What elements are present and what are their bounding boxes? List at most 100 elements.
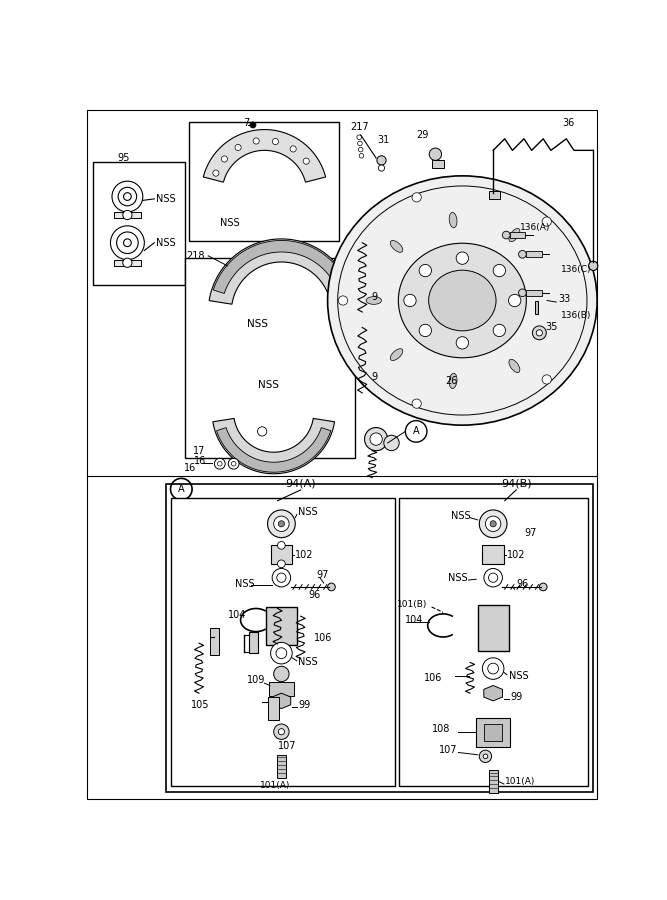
Text: 102: 102 <box>507 550 526 560</box>
Circle shape <box>482 658 504 680</box>
Bar <box>510 232 526 239</box>
Ellipse shape <box>429 270 496 331</box>
Text: 97: 97 <box>524 528 536 538</box>
Circle shape <box>412 193 422 202</box>
Circle shape <box>123 238 131 247</box>
Bar <box>432 160 444 168</box>
Circle shape <box>486 516 501 532</box>
Text: 33: 33 <box>558 294 570 304</box>
Circle shape <box>277 560 285 568</box>
Text: 96: 96 <box>308 590 321 600</box>
Text: 99: 99 <box>298 700 311 710</box>
Text: NSS: NSS <box>235 579 255 589</box>
Ellipse shape <box>509 229 520 242</box>
Circle shape <box>358 141 362 146</box>
Text: 107: 107 <box>277 741 296 751</box>
Circle shape <box>419 324 432 337</box>
Text: 16: 16 <box>183 464 196 473</box>
Polygon shape <box>217 428 331 473</box>
Text: 102: 102 <box>295 550 313 560</box>
Circle shape <box>273 724 289 740</box>
Text: NSS: NSS <box>298 657 318 668</box>
Circle shape <box>370 433 382 446</box>
Ellipse shape <box>327 176 597 425</box>
Circle shape <box>221 156 227 162</box>
Circle shape <box>518 250 526 258</box>
Circle shape <box>540 583 547 590</box>
Text: 106: 106 <box>313 633 332 643</box>
Text: 26: 26 <box>446 376 458 386</box>
Circle shape <box>123 193 131 201</box>
Text: 29: 29 <box>416 130 428 140</box>
Text: NSS: NSS <box>247 319 267 328</box>
Circle shape <box>493 324 506 337</box>
Circle shape <box>290 146 296 152</box>
Text: 95: 95 <box>117 153 130 163</box>
Polygon shape <box>272 693 291 708</box>
Text: 9: 9 <box>372 292 378 302</box>
Circle shape <box>484 569 502 587</box>
Circle shape <box>542 217 552 226</box>
Circle shape <box>502 231 510 239</box>
Text: NSS: NSS <box>258 380 279 391</box>
Circle shape <box>272 569 291 587</box>
Text: 104: 104 <box>227 609 246 620</box>
Text: 218: 218 <box>187 251 205 261</box>
Text: 136(A): 136(A) <box>520 223 550 232</box>
Circle shape <box>365 428 388 451</box>
Circle shape <box>419 265 432 276</box>
Text: A: A <box>413 427 420 436</box>
Text: NSS: NSS <box>451 511 470 521</box>
Circle shape <box>358 148 363 152</box>
Circle shape <box>532 326 546 340</box>
Circle shape <box>327 583 336 590</box>
Bar <box>266 607 297 645</box>
Circle shape <box>253 138 259 144</box>
Circle shape <box>273 516 289 532</box>
Text: 101(A): 101(A) <box>260 781 290 790</box>
Circle shape <box>123 258 132 267</box>
Circle shape <box>228 458 239 469</box>
Ellipse shape <box>366 297 382 304</box>
Bar <box>113 212 141 218</box>
Circle shape <box>273 666 289 681</box>
Circle shape <box>480 510 507 537</box>
Text: 35: 35 <box>546 322 558 332</box>
Circle shape <box>430 148 442 160</box>
Bar <box>189 122 339 241</box>
Circle shape <box>277 542 285 549</box>
Bar <box>271 545 292 563</box>
Text: 16: 16 <box>194 455 207 465</box>
Bar <box>484 724 502 741</box>
Circle shape <box>456 337 468 349</box>
Circle shape <box>404 294 416 307</box>
Circle shape <box>378 165 385 171</box>
Circle shape <box>508 294 521 307</box>
Bar <box>490 191 500 199</box>
Circle shape <box>278 729 284 734</box>
Circle shape <box>359 153 364 158</box>
Text: 31: 31 <box>378 135 390 145</box>
Bar <box>113 260 141 265</box>
Bar <box>166 484 593 792</box>
Circle shape <box>271 643 292 664</box>
Circle shape <box>217 462 222 466</box>
Text: NSS: NSS <box>156 194 175 204</box>
Text: 7: 7 <box>243 119 249 129</box>
Bar <box>526 290 542 296</box>
Bar <box>482 545 504 563</box>
Circle shape <box>456 252 468 265</box>
Circle shape <box>377 156 386 165</box>
Circle shape <box>231 462 236 466</box>
Bar <box>267 698 279 720</box>
Text: NSS: NSS <box>220 219 239 229</box>
Circle shape <box>480 751 492 762</box>
Text: 107: 107 <box>440 745 458 755</box>
Ellipse shape <box>398 243 526 358</box>
Text: 9: 9 <box>372 373 378 382</box>
Ellipse shape <box>390 348 403 361</box>
Ellipse shape <box>449 212 457 228</box>
Circle shape <box>272 139 279 145</box>
Bar <box>210 628 219 654</box>
Circle shape <box>490 521 496 526</box>
